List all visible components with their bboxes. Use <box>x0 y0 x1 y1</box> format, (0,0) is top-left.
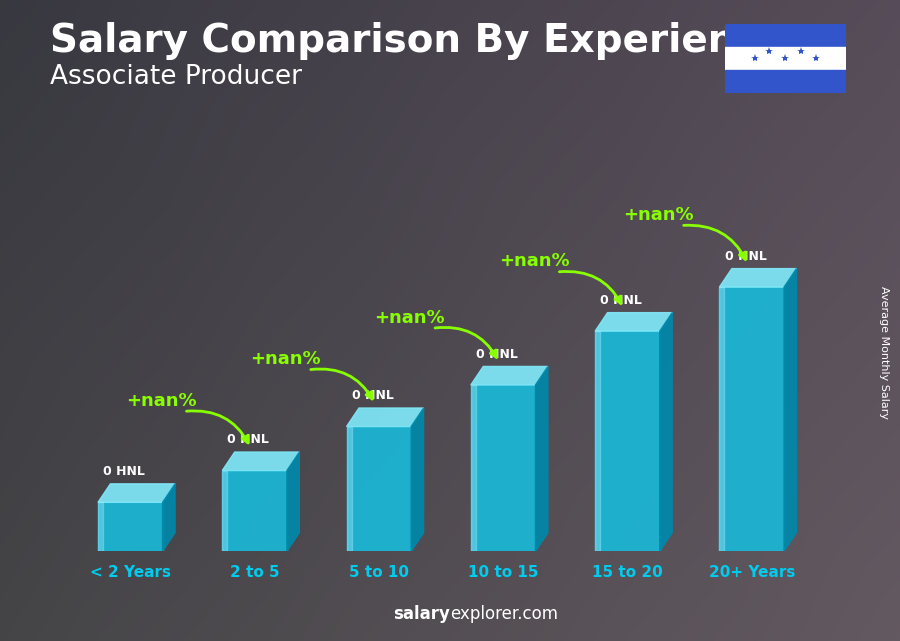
Bar <box>724 24 846 47</box>
Text: +nan%: +nan% <box>126 392 197 410</box>
Text: salary: salary <box>393 605 450 623</box>
Polygon shape <box>98 503 163 551</box>
Polygon shape <box>346 426 352 551</box>
Polygon shape <box>660 313 672 551</box>
Polygon shape <box>536 367 548 551</box>
Polygon shape <box>163 484 175 551</box>
Text: 0 HNL: 0 HNL <box>352 389 393 402</box>
Text: 0 HNL: 0 HNL <box>724 250 767 263</box>
Polygon shape <box>98 484 175 503</box>
Text: Average Monthly Salary: Average Monthly Salary <box>878 286 889 419</box>
Polygon shape <box>222 452 300 470</box>
Polygon shape <box>784 269 796 551</box>
Polygon shape <box>222 470 287 551</box>
Polygon shape <box>411 408 424 551</box>
Text: 0 HNL: 0 HNL <box>104 465 145 478</box>
Text: explorer.com: explorer.com <box>450 605 558 623</box>
Text: +nan%: +nan% <box>250 350 321 368</box>
Text: +nan%: +nan% <box>499 253 570 271</box>
Polygon shape <box>287 452 300 551</box>
Text: 0 HNL: 0 HNL <box>476 347 518 361</box>
Polygon shape <box>595 331 660 551</box>
Bar <box>724 47 846 70</box>
Polygon shape <box>719 287 724 551</box>
Polygon shape <box>98 503 103 551</box>
Text: +nan%: +nan% <box>623 206 694 224</box>
Polygon shape <box>471 385 476 551</box>
Polygon shape <box>719 287 784 551</box>
Polygon shape <box>471 367 548 385</box>
Polygon shape <box>595 331 600 551</box>
Bar <box>724 70 846 93</box>
Text: 0 HNL: 0 HNL <box>600 294 643 307</box>
Text: +nan%: +nan% <box>374 308 446 326</box>
Text: Associate Producer: Associate Producer <box>50 64 302 90</box>
Polygon shape <box>346 426 411 551</box>
Polygon shape <box>222 470 227 551</box>
Polygon shape <box>595 313 672 331</box>
Text: 0 HNL: 0 HNL <box>228 433 269 446</box>
Polygon shape <box>471 385 536 551</box>
Polygon shape <box>346 408 424 426</box>
Text: Salary Comparison By Experience: Salary Comparison By Experience <box>50 22 784 60</box>
Polygon shape <box>719 269 796 287</box>
